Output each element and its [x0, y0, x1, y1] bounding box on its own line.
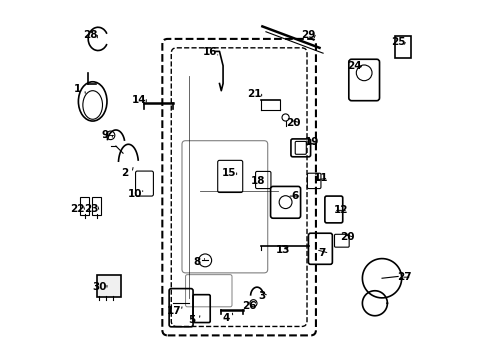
Text: 7: 7 [318, 248, 325, 258]
Text: 21: 21 [247, 89, 261, 99]
Text: 1: 1 [74, 84, 81, 94]
Text: 24: 24 [346, 61, 361, 71]
Text: 16: 16 [202, 47, 217, 57]
Text: 6: 6 [290, 191, 298, 201]
Text: 5: 5 [188, 315, 195, 325]
Text: 27: 27 [396, 272, 411, 282]
Text: 2: 2 [121, 168, 128, 178]
Text: 11: 11 [313, 173, 328, 183]
Text: 4: 4 [222, 312, 229, 323]
Text: 12: 12 [333, 205, 347, 215]
Text: 17: 17 [166, 306, 181, 316]
Text: 25: 25 [390, 37, 405, 48]
Text: 9: 9 [102, 130, 108, 140]
Text: 18: 18 [250, 176, 265, 186]
FancyBboxPatch shape [80, 197, 89, 215]
Text: 26: 26 [242, 301, 256, 311]
Text: 20: 20 [286, 118, 301, 128]
Text: 22: 22 [70, 204, 84, 214]
Text: 28: 28 [83, 30, 97, 40]
Text: 20: 20 [340, 232, 354, 242]
Text: 19: 19 [304, 138, 318, 148]
FancyBboxPatch shape [97, 275, 121, 297]
Text: 15: 15 [222, 168, 236, 178]
Text: 23: 23 [84, 204, 99, 214]
Text: 13: 13 [275, 245, 290, 255]
Text: 10: 10 [128, 189, 142, 199]
Text: 29: 29 [300, 30, 315, 40]
Text: 14: 14 [132, 95, 146, 105]
Text: 30: 30 [92, 282, 107, 292]
Text: 8: 8 [193, 257, 201, 267]
FancyBboxPatch shape [92, 197, 101, 215]
Text: 3: 3 [258, 291, 264, 301]
